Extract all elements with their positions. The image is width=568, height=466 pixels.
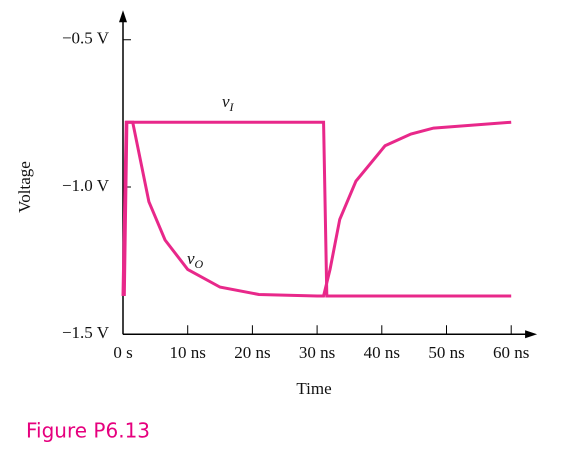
y-axis-label: Voltage — [15, 161, 34, 213]
figure-caption: Figure P6.13 — [26, 419, 150, 443]
x-tick-label: 50 ns — [428, 343, 464, 362]
y-tick-label: −1.5 V — [62, 323, 110, 342]
series-line — [121, 120, 512, 298]
x-tick-label: 20 ns — [234, 343, 270, 362]
y-tick-label: −0.5 V — [62, 29, 110, 48]
series-label: vO — [187, 249, 204, 271]
x-axis-label: Time — [296, 379, 331, 398]
y-tick-label: −1.0 V — [62, 176, 110, 195]
x-tick-label: 0 s — [113, 343, 132, 362]
y-axis-arrow — [119, 10, 127, 23]
x-tick-label: 10 ns — [170, 343, 206, 362]
x-tick-label: 40 ns — [364, 343, 400, 362]
x-tick-label: 60 ns — [493, 343, 529, 362]
series-label: vI — [222, 92, 235, 114]
x-axis-arrow — [525, 330, 538, 339]
x-tick-label: 30 ns — [299, 343, 335, 362]
series-line — [122, 120, 512, 298]
